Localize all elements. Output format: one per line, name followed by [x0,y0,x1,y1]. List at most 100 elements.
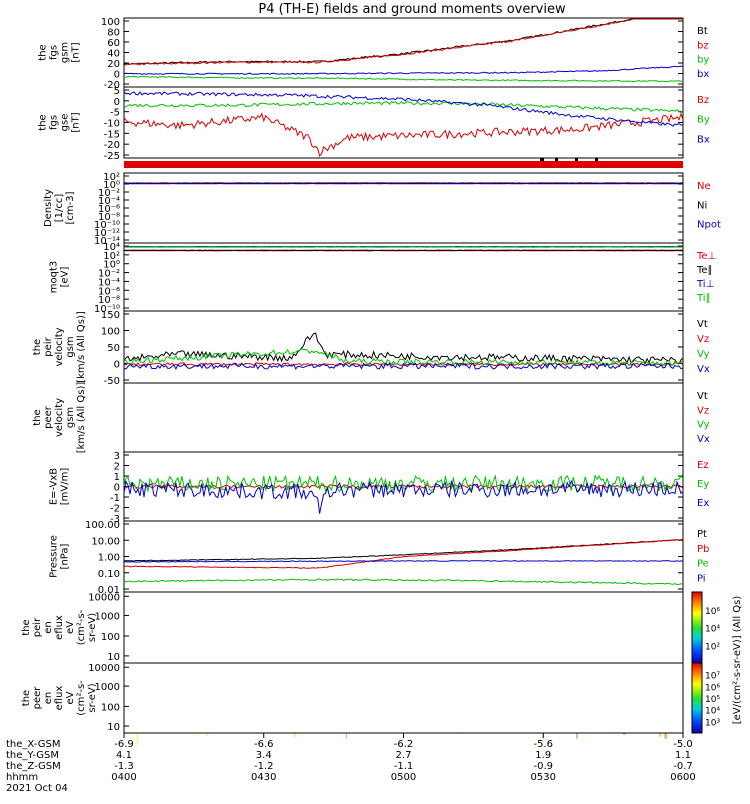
legend-label: Bt [697,26,708,37]
colorbar-tick-label: 10⁵ [705,695,720,705]
y-tick-label: 150 [101,310,120,321]
y-axis-title-line: fgs [49,115,60,130]
y-axis-title-line: en [43,621,54,634]
y-axis-title-line: en [43,692,54,705]
y-axis-title-line: (cm²-s- [76,609,87,645]
chart-title: P4 (TH-E) fields and ground moments over… [258,2,566,17]
panel-peir-vel: thepeirvelocitygsm[km/s (All Qs)]1501005… [32,310,710,387]
date-label: 2021 Oct 04 [6,783,68,794]
x-axis-row-label: the_X-GSM [6,739,60,750]
colorbar [692,592,702,663]
y-tick-label: 100 [101,17,120,28]
x-tick-label: -6.2 [394,739,414,750]
y-axis-title: moqt3[eV] [49,261,71,294]
y-axis-title-line: [nPa] [60,543,71,569]
x-tick-label: 0400 [111,772,136,783]
x-tick-label: -1.1 [394,761,414,772]
legend-label: Vy [697,420,710,431]
legend-label: Vz [697,405,709,416]
y-axis-title-line: moqt3 [49,261,60,294]
panel-frame [124,87,683,158]
panel-frame [124,592,683,663]
y-tick-label: 3 [114,451,120,462]
legend-label: Ne [697,181,711,192]
y-tick-label: 1.00 [98,553,120,564]
y-axis-title-line: eflux [54,686,65,711]
legend-label: Bz [697,95,709,106]
y-axis-title: E=-VxB[mV/m] [49,468,71,506]
legend-label: Vy [697,349,710,360]
legend-label: Pt [697,529,707,540]
x-tick-label: -6.9 [114,739,134,750]
quality-flag-bar [124,161,683,168]
colorbar-tick-label: 10⁴ [705,707,720,717]
panel-frame [124,383,683,452]
panel-frame [124,663,683,733]
legend-label: bx [697,69,709,80]
legend-label: Ni [697,200,707,211]
legend-label: Pe [697,559,709,570]
y-tick-label: 10 [107,652,120,663]
panel-peer-spec: thepeerenefluxeV(cm²-s-sr-eV)10000100010… [21,663,720,745]
y-tick-label: 100 [101,327,120,338]
y-axis-title-line: [mV/m] [60,468,71,506]
legend-label: bz [697,40,709,51]
y-axis-title-line: gsm [65,336,76,357]
x-tick-label: 0600 [670,772,695,783]
legend-label: Npot [697,220,721,231]
y-tick-label: 100.00 [85,520,120,531]
panel-frame [124,311,683,383]
x-tick-label: 3.4 [256,750,272,761]
y-tick-label: -20 [104,140,120,151]
x-tick-label: 4.1 [116,750,132,761]
y-tick-label: 0 [114,70,120,81]
y-tick-label: 0 [114,97,120,108]
y-tick-label: -2 [110,504,120,515]
y-tick-label: 2 [114,462,120,473]
y-axis-title: thefgsgse[nT] [38,112,82,132]
x-tick-label: -5.6 [533,739,553,750]
legend-label: Vt [697,391,708,402]
y-axis-title-line: the [21,619,32,635]
legend-label: Vx [697,434,710,445]
colorbar-tick-label: 10² [705,642,720,652]
colorbar-tick-label: 10⁴ [705,625,720,635]
x-tick-label: 0530 [531,772,556,783]
legend-label: Vx [697,364,710,375]
y-tick-label: 50 [107,343,120,354]
legend-label: Te⊥ [696,251,716,262]
y-axis-title-line: the [21,690,32,706]
x-tick-label: 1.1 [675,750,691,761]
colorbar-tick-label: 10³ [705,718,720,728]
legend-label: Ti⊥ [696,279,714,290]
y-axis-title-line: gse [60,114,71,132]
y-axis-title-line: peir [43,336,54,356]
y-tick-label: 1000 [95,682,120,693]
y-axis-title-line: (cm²-s- [76,680,87,716]
panel-frame [124,243,683,311]
y-axis-title-line: gsm [65,407,76,428]
y-axis-title-line: [nT] [71,42,82,62]
colorbar-tick-label: 10⁶ [705,683,720,693]
y-axis-title-line: E=-VxB [49,468,60,505]
legend-label: Pb [697,544,709,555]
y-axis-title-line: the [38,44,49,60]
y-tick-label: -25 [104,151,120,162]
x-tick-label: -0.7 [673,761,693,772]
panel-density: Density[1/cc][cm-3]10²10⁰10⁻²10⁻⁴10⁻⁶10⁻… [43,172,721,247]
y-axis-title-line: [eV] [60,267,71,288]
colorbar-tick-label: 10⁷ [705,672,720,682]
colorbar-title: [eV/(cm²-s-sr-eV)] (All Qs) [732,596,743,725]
y-axis-title-line: [cm-3] [65,191,76,224]
y-axis-title-line: velocity [54,398,65,437]
y-tick-label: 10.00 [91,536,120,547]
x-axis-row-label: the_Y-GSM [6,750,59,761]
y-tick-label: -1 [110,493,120,504]
x-tick-label: -5.0 [673,739,693,750]
y-axis-title-line: [km/s (All Qs)] [76,311,87,383]
legend-label: By [697,115,710,126]
y-axis-title: thepeervelocitygsm[km/s (All Qs)] [32,382,87,454]
